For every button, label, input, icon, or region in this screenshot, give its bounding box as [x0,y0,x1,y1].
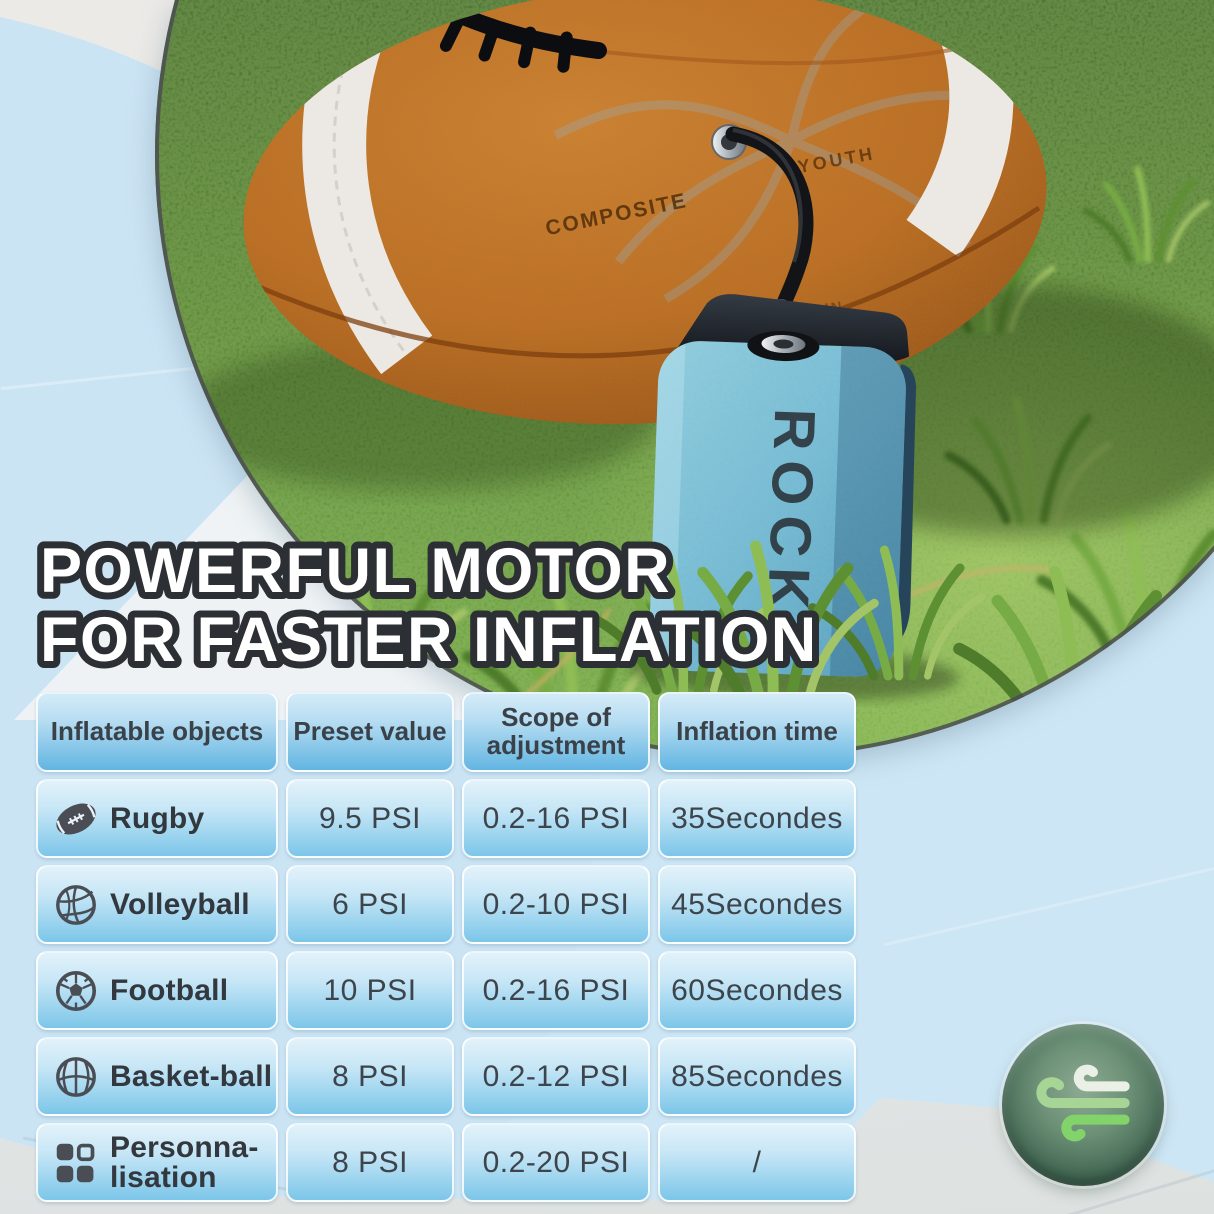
product-photo: COMPOSITE YOUTH MADE IN [155,0,1214,758]
wind-badge [1002,1024,1164,1186]
row-object-label: Basket-ball [110,1059,273,1093]
football-scope-value: 0.2-16 PSI [462,951,650,1030]
customization-time-value: / [658,1123,856,1202]
inflation-table: Inflatable objects Preset value Scope of… [36,692,856,1202]
basketball-time-value: 85Secondes [658,1037,856,1116]
row-object-label: Personna-lisation [110,1131,259,1194]
wind-icon [1033,1053,1133,1158]
volleyball-icon [52,881,100,929]
rugby-time-value: 35Secondes [658,779,856,858]
volleyball-time-value: 45Secondes [658,865,856,944]
rugby-preset-value: 9.5 PSI [286,779,454,858]
football-time-value: 60Secondes [658,951,856,1030]
column-header-scope: Scope of adjustment [462,692,650,772]
column-header-preset: Preset value [286,692,454,772]
row-object-label: Volleyball [110,887,250,921]
table-row-rugby-object: Rugby [36,779,278,858]
table-row-football-object: Football [36,951,278,1030]
column-header-label: Preset value [293,716,447,747]
basketball-preset-value: 8 PSI [286,1037,454,1116]
headline: POWERFUL MOTOR FOR FASTER INFLATION [33,529,823,682]
soccer-ball-icon [52,967,100,1015]
table-row-volleyball-object: Volleyball [36,865,278,944]
customization-scope-value: 0.2-20 PSI [462,1123,650,1202]
football-preset-value: 10 PSI [286,951,454,1030]
headline-line-1: POWERFUL MOTOR [40,536,671,606]
column-header-label: Scope of adjustment [486,702,626,760]
volleyball-scope-value: 0.2-10 PSI [462,865,650,944]
table-row-customization-object: Personna-lisation [36,1123,278,1202]
customization-grid-icon [52,1139,100,1187]
column-header-time: Inflation time [658,692,856,772]
column-header-label: Inflatable objects [50,716,264,747]
row-object-label: Football [110,973,229,1007]
customization-preset-value: 8 PSI [286,1123,454,1202]
volleyball-preset-value: 6 PSI [286,865,454,944]
row-object-label: Rugby [110,801,205,835]
rugby-scope-value: 0.2-16 PSI [462,779,650,858]
column-header-objects: Inflatable objects [36,692,278,772]
crease-line [884,866,1214,947]
headline-line-2: FOR FASTER INFLATION [40,605,818,675]
basketball-icon [52,1053,100,1101]
basketball-scope-value: 0.2-12 PSI [462,1037,650,1116]
column-header-label: Inflation time [676,716,838,747]
rugby-ball-icon [52,795,100,843]
table-row-basketball-object: Basket-ball [36,1037,278,1116]
